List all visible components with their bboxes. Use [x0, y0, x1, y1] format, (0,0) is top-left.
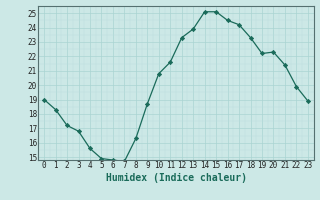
X-axis label: Humidex (Indice chaleur): Humidex (Indice chaleur)	[106, 173, 246, 183]
